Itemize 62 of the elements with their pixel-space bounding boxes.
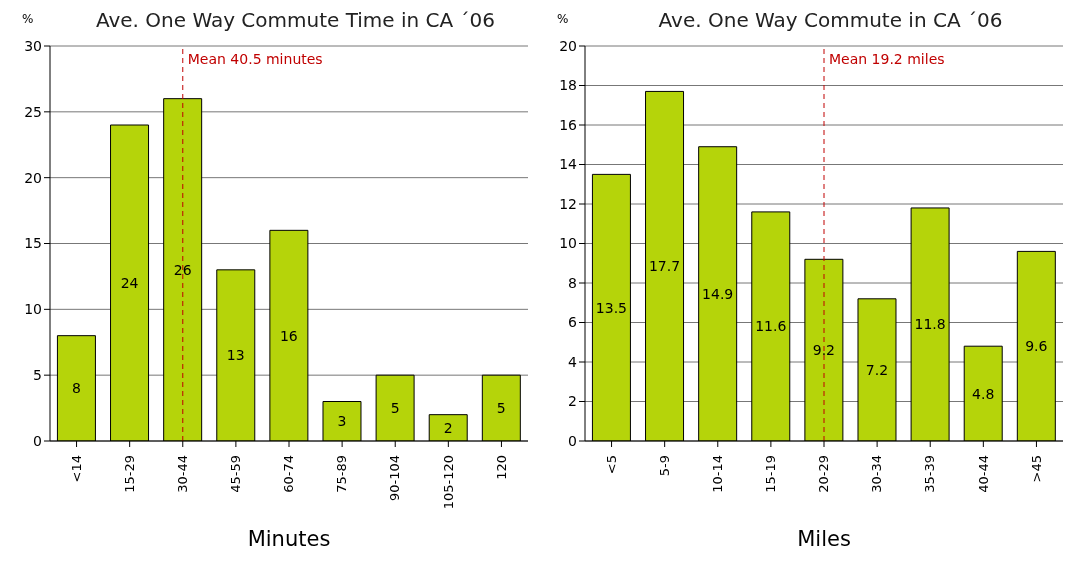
x-tick-label: 120	[493, 455, 509, 480]
x-axis-title: Miles	[797, 527, 851, 551]
data-label: 13	[226, 347, 245, 364]
x-tick-label: 30-44	[175, 455, 191, 493]
data-label: 11.6	[755, 318, 787, 335]
y-tick-label: 25	[24, 103, 42, 120]
ref-line-label: Mean 19.2 miles	[829, 51, 945, 67]
data-label: 14.9	[702, 285, 734, 302]
chart-title: Ave. One Way Commute Time in CA ´06	[95, 8, 496, 32]
y-tick-label: 16	[559, 116, 578, 133]
x-tick-label: <5	[603, 455, 619, 475]
y-tick-label: 2	[568, 393, 577, 410]
data-label: 11.8	[914, 316, 946, 333]
y-tick-label: 0	[33, 432, 42, 449]
x-tick-label: 75-89	[334, 455, 350, 493]
data-label: 8	[71, 380, 81, 397]
x-tick-label: 15-29	[121, 455, 137, 493]
data-label: 7.2	[865, 361, 889, 378]
data-label: 4.8	[972, 385, 995, 402]
x-tick-label: 105-120	[440, 455, 456, 510]
y-tick-label: 30	[24, 37, 42, 54]
x-tick-label: 10-14	[710, 455, 726, 493]
x-tick-label: 90-104	[387, 455, 403, 502]
y-tick-label: 12	[559, 195, 577, 212]
y-tick-label: 20	[559, 37, 577, 54]
x-tick-label: 30-34	[869, 455, 885, 493]
x-tick-label: 20-29	[816, 455, 832, 493]
data-label: 13.5	[595, 299, 628, 316]
data-label: 24	[120, 274, 139, 291]
y-tick-label: 18	[559, 77, 577, 94]
x-tick-label: 60-74	[281, 455, 297, 493]
x-tick-label: 15-19	[763, 455, 779, 493]
chart-title: Ave. One Way Commute in CA ´06	[658, 8, 1003, 32]
x-tick-label: >45	[1028, 455, 1044, 483]
y-tick-label: 15	[24, 235, 42, 252]
x-tick-label: 40-44	[975, 455, 991, 493]
data-label: 16	[279, 327, 298, 344]
y-axis-title: %	[557, 12, 569, 26]
y-tick-label: 10	[559, 235, 577, 252]
y-tick-label: 0	[568, 432, 577, 449]
y-tick-label: 14	[559, 156, 578, 173]
data-label: 9.2	[812, 342, 836, 359]
x-tick-label: 45-59	[228, 455, 244, 493]
data-label: 17.7	[648, 258, 681, 275]
y-tick-label: 6	[568, 314, 578, 331]
x-tick-label: <14	[68, 455, 84, 483]
data-label: 5	[496, 400, 506, 417]
data-label: 9.6	[1025, 338, 1048, 355]
y-tick-label: 10	[24, 301, 42, 318]
data-label: 26	[173, 261, 192, 278]
data-label: 3	[337, 413, 347, 430]
data-label: 5	[390, 400, 400, 417]
ref-line-label: Mean 40.5 minutes	[187, 51, 323, 67]
y-axis-title: %	[22, 12, 34, 26]
y-tick-label: 8	[568, 274, 577, 291]
y-tick-label: 20	[24, 169, 42, 186]
x-tick-label: 35-39	[922, 455, 938, 493]
x-axis-title: Minutes	[247, 527, 331, 551]
data-label: 2	[443, 419, 453, 436]
x-tick-label: 5-9	[656, 455, 672, 477]
y-tick-label: 4	[568, 353, 578, 370]
y-tick-label: 5	[33, 367, 42, 384]
